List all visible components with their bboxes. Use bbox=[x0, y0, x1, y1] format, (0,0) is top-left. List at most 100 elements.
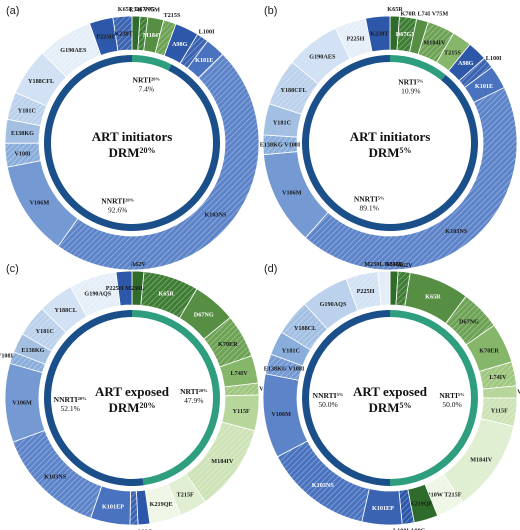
outer-segment-label: V108I bbox=[14, 151, 31, 158]
inner-nrti-percent: 10.9% bbox=[401, 87, 420, 96]
inner-nnrti-label: NNRTI5% bbox=[354, 194, 385, 203]
outer-segment-label: T215F bbox=[177, 491, 194, 498]
panel-label: (c) bbox=[6, 263, 19, 275]
outer-segment-label: P225H bbox=[357, 288, 375, 295]
outer-segment-label: Y188CFL bbox=[28, 78, 54, 85]
inner-nnrti-percent: 52.1% bbox=[60, 404, 79, 413]
outer-segment-label: P225H bbox=[96, 33, 114, 40]
outer-segment-label: K65R D67NG bbox=[118, 6, 155, 13]
outer-segment-label: V75I bbox=[517, 389, 520, 396]
outer-segment-label: A62V bbox=[397, 262, 413, 269]
outer-segment-label: Y188CL bbox=[294, 325, 316, 332]
panel-label: (a) bbox=[6, 5, 19, 17]
outer-segment-label: M184IV bbox=[211, 458, 234, 465]
outer-segment-label: L100I bbox=[126, 529, 142, 530]
outer-segment-label: Y188CFL bbox=[280, 87, 306, 94]
outer-segment-label: M184IV bbox=[470, 456, 493, 463]
outer-segment-label: G190AES bbox=[309, 53, 336, 60]
outer-segment-label: K238T bbox=[115, 30, 134, 37]
outer-segment-label: Y181C bbox=[18, 108, 36, 115]
outer-segment-label: L74IV bbox=[489, 374, 507, 381]
outer-segment-label: G190AES bbox=[60, 47, 87, 54]
outer-segment-label: D67GN bbox=[396, 31, 416, 38]
inner-nnrti-percent: 50.0% bbox=[318, 400, 337, 409]
outer-segment-label: K103NS bbox=[204, 212, 227, 219]
outer-segment-label: K101EP bbox=[372, 505, 394, 512]
outer-segment-label: Y115F bbox=[233, 408, 250, 415]
outer-segment-label: V106M bbox=[271, 411, 291, 418]
donut-hole bbox=[310, 318, 470, 478]
outer-segment-label: D67NG bbox=[194, 312, 214, 319]
outer-segment-label: G190AQS bbox=[84, 290, 111, 297]
outer-segment-label: K103NS bbox=[445, 228, 468, 235]
outer-segment-label: K65R bbox=[158, 290, 174, 297]
donut-hole bbox=[52, 318, 212, 478]
outer-segment-label: G190AQS bbox=[320, 301, 347, 308]
center-title: ART exposed bbox=[95, 384, 170, 399]
outer-segment-label: D67NG bbox=[459, 318, 479, 325]
inner-nrti-label: NRTI5% bbox=[398, 78, 424, 87]
outer-segment bbox=[57, 53, 260, 271]
outer-segment bbox=[112, 15, 133, 52]
outer-segment-label: M230L K238T bbox=[364, 261, 404, 268]
center-title: ART initiators bbox=[92, 129, 173, 144]
outer-segment bbox=[115, 270, 133, 307]
outer-segment-label: K103NS bbox=[44, 474, 67, 481]
inner-nrti-percent: 7.4% bbox=[138, 85, 154, 94]
outer-segment-label: L100I bbox=[486, 55, 502, 62]
inner-nnrti-label: NNRTI20% bbox=[54, 395, 87, 404]
inner-nrti-percent: 50.0% bbox=[442, 400, 461, 409]
outer-segment-label: L210W T215F bbox=[423, 492, 461, 499]
outer-segment-label: K103NS bbox=[312, 482, 335, 489]
outer-segment-label: K70ER bbox=[218, 341, 238, 348]
inner-nnrti-percent: 89.1% bbox=[359, 203, 378, 212]
donut-hole bbox=[310, 63, 470, 223]
donut-hole bbox=[52, 63, 212, 223]
inner-segment-nrti bbox=[132, 55, 172, 71]
outer-segment-label: T215S bbox=[164, 12, 181, 19]
outer-segment-label: L74I V75M bbox=[129, 7, 160, 14]
outer-segment-label: T215S bbox=[444, 49, 461, 56]
inner-nrti-label: NRTI20% bbox=[180, 387, 208, 396]
inner-nnrti-label: NNRTI5% bbox=[313, 391, 344, 400]
outer-segment-label: E138KG V108I bbox=[260, 142, 301, 149]
inner-nnrti-percent: 92.6% bbox=[108, 205, 127, 214]
outer-segment-label: K70ER bbox=[479, 347, 499, 354]
inner-nnrti-label: NNRTI20% bbox=[101, 196, 134, 205]
outer-segment-label: K101E bbox=[195, 57, 213, 64]
panel-label: (b) bbox=[264, 5, 277, 17]
outer-segment bbox=[377, 270, 391, 306]
outer-segment-label: E138KG bbox=[21, 347, 44, 354]
outer-segment bbox=[304, 87, 518, 271]
panel-label: (d) bbox=[264, 263, 277, 275]
outer-segment-label: Y181C bbox=[36, 328, 54, 335]
outer-segment-label: E138KG V108I bbox=[264, 365, 305, 372]
outer-segment-label: Y115F bbox=[491, 407, 508, 414]
outer-segment-label: A62V bbox=[131, 261, 147, 268]
outer-segment bbox=[365, 15, 391, 53]
outer-segment-label: K101E bbox=[475, 83, 493, 90]
outer-segment-label: K238T bbox=[370, 31, 389, 38]
outer-segment-label: K65R bbox=[387, 6, 403, 13]
outer-segment-label: A98G bbox=[458, 60, 474, 67]
outer-segment-label: K219QE bbox=[410, 500, 433, 507]
outer-segment-label: L100I bbox=[199, 29, 215, 36]
chart-panel-3: (c)A62VK65RD67NGK70ERL74IVV75IY115FM184I… bbox=[0, 261, 273, 530]
outer-segment-label: L74IV bbox=[231, 370, 249, 377]
outer-segment-label: V108I bbox=[0, 352, 14, 359]
outer-segment-label: P225H M230L bbox=[106, 285, 145, 292]
outer-segment-label: K70R L74I V75M bbox=[401, 10, 449, 17]
inner-nrti-percent: 47.9% bbox=[184, 396, 203, 405]
outer-segment-label: A98G bbox=[172, 41, 188, 48]
outer-segment-label: Y188CL bbox=[54, 307, 76, 314]
outer-segment-label: M41L bbox=[386, 261, 402, 268]
outer-segment-label: V106M bbox=[12, 399, 32, 406]
outer-segment-label: V106M bbox=[282, 190, 302, 197]
inner-nrti-label: NRTI20% bbox=[133, 76, 161, 85]
chart-panel-2: (b) K65R D67GN K70R L74I V75M M184IV T215S A98… bbox=[260, 5, 518, 271]
outer-segment-label: M184IV bbox=[423, 39, 446, 46]
